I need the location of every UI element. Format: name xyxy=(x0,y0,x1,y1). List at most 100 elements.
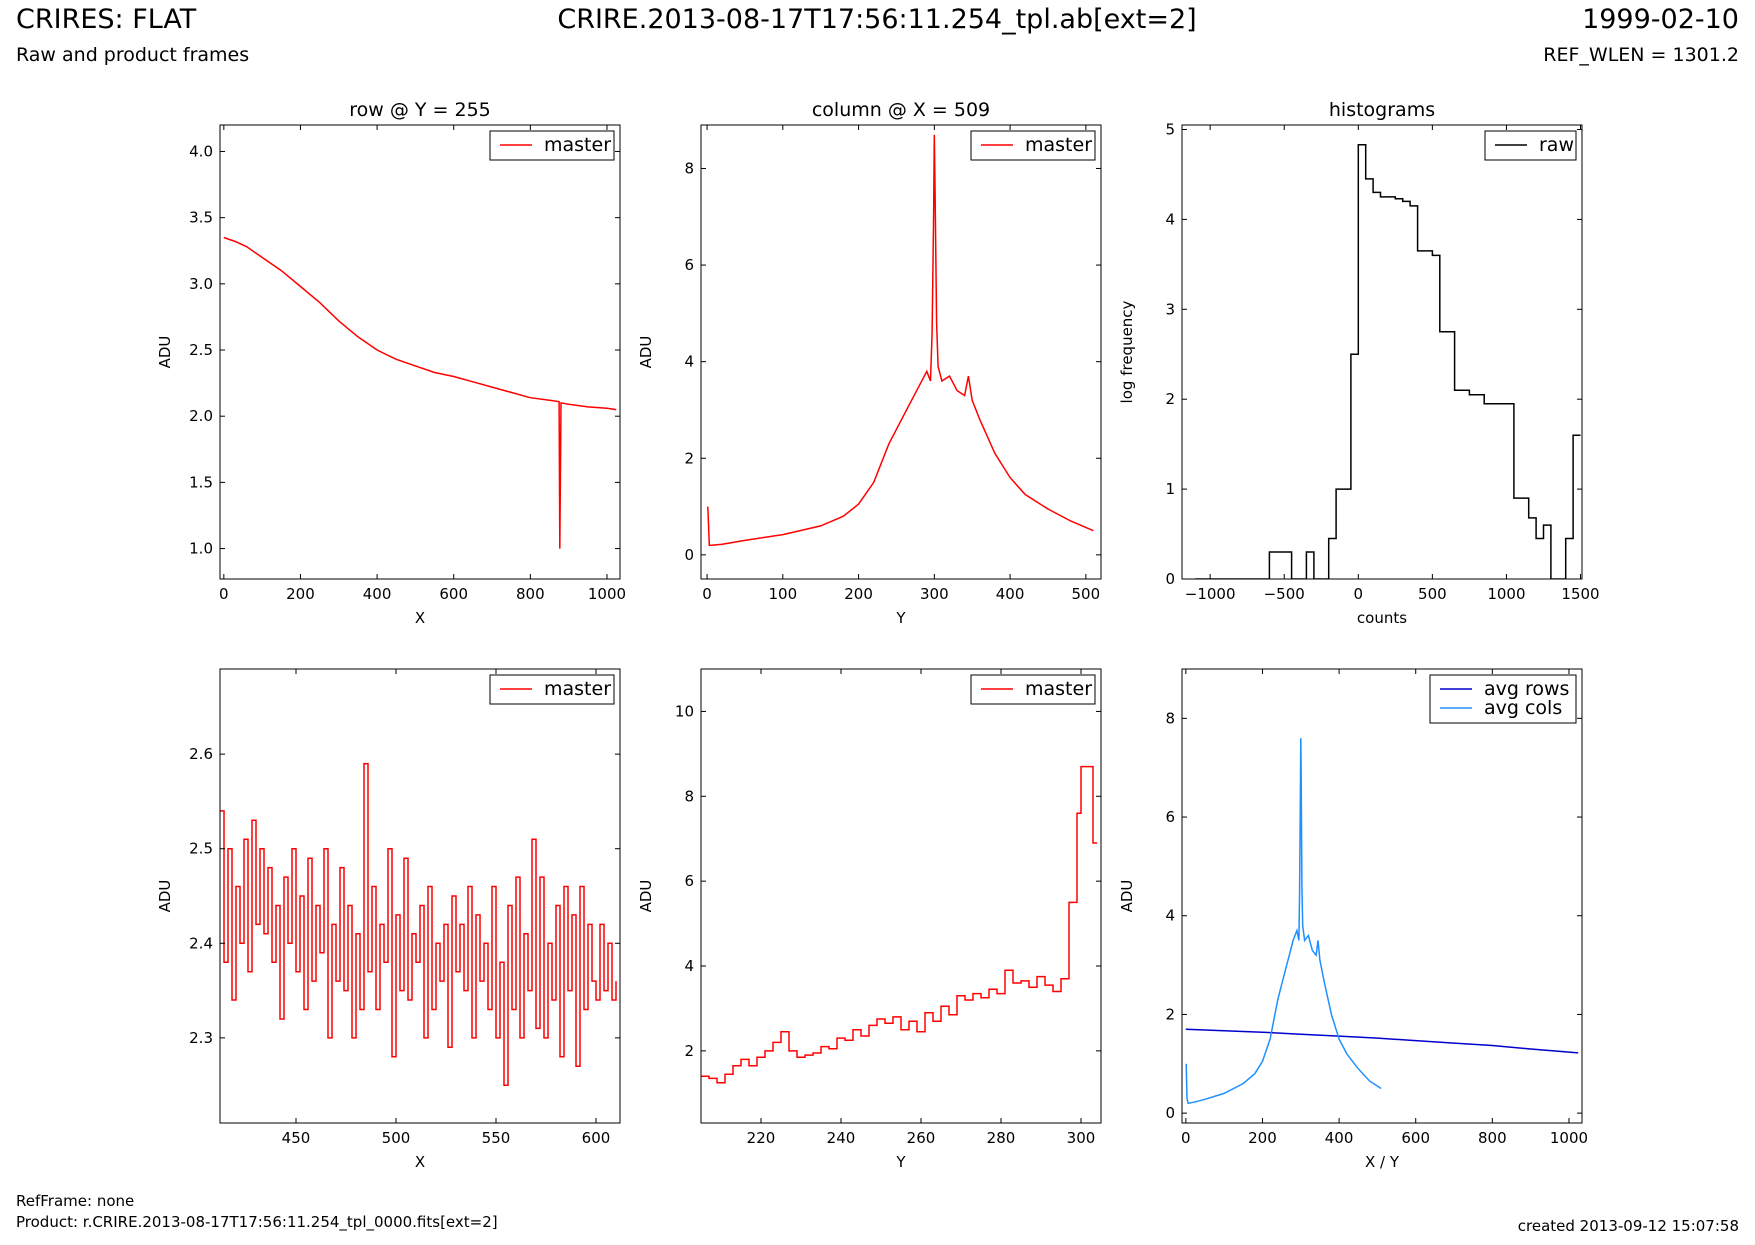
x-tick-label: 800 xyxy=(516,585,545,603)
row-zoom-plot: 450 500 550 600 2.3 2.4 2.5 2.6 X ADU master xyxy=(156,668,621,1171)
y-tick-label: 3.5 xyxy=(189,209,213,227)
y-tick-label: 2.5 xyxy=(189,341,213,359)
y-tick-label: 4.0 xyxy=(189,142,213,160)
x-tick-label: 600 xyxy=(582,1129,611,1147)
x-tick-label: −500 xyxy=(1264,585,1305,603)
y-tick-label: 2 xyxy=(1165,390,1175,408)
legend-label: master xyxy=(1025,134,1092,156)
legend-label: avg cols xyxy=(1484,697,1562,719)
y-tick-label: 8 xyxy=(684,159,694,177)
legend-label: raw xyxy=(1539,134,1574,156)
plot-frame xyxy=(700,668,1102,1124)
x-tick-label: 450 xyxy=(282,1129,311,1147)
y-tick-label: 2 xyxy=(1165,1005,1175,1023)
legend: master xyxy=(489,674,615,705)
x-tick-label: 220 xyxy=(747,1129,776,1147)
x-tick-label: 550 xyxy=(482,1129,511,1147)
histogram-plot: −1000 −500 0 500 1000 1500 0 1 2 3 4 5 histograms cou… xyxy=(1118,99,1600,627)
plot-title: histograms xyxy=(1329,99,1435,121)
legend-label: master xyxy=(544,134,611,156)
x-axis-label: Y xyxy=(895,609,906,627)
legend-label: master xyxy=(1025,678,1092,700)
y-tick-label: 0 xyxy=(684,546,694,564)
y-tick-label: 2.6 xyxy=(189,745,213,763)
x-tick-label: 280 xyxy=(987,1129,1016,1147)
series-line-master xyxy=(223,236,617,549)
column-zoom-plot: 220 240 260 280 300 2 4 6 8 10 Y ADU master xyxy=(637,668,1102,1171)
x-axis-label: X / Y xyxy=(1365,1153,1400,1171)
x-tick-label: 1500 xyxy=(1561,585,1599,603)
x-tick-label: 0 xyxy=(1354,585,1364,603)
y-tick-label: 4 xyxy=(684,957,694,975)
y-tick-label: 0 xyxy=(1165,570,1175,588)
x-tick-label: 500 xyxy=(1418,585,1447,603)
refframe-label: RefFrame: none xyxy=(16,1192,135,1210)
plot-frame xyxy=(219,668,621,1124)
legend: master xyxy=(970,130,1096,161)
plot-frame xyxy=(700,124,1102,580)
series-line-avg-cols xyxy=(1185,738,1382,1105)
x-tick-label: 800 xyxy=(1478,1129,1507,1147)
x-tick-label: 300 xyxy=(920,585,949,603)
legend-label: master xyxy=(544,678,611,700)
x-tick-label: 0 xyxy=(1181,1129,1191,1147)
y-tick-label: 8 xyxy=(684,787,694,805)
x-tick-label: 500 xyxy=(382,1129,411,1147)
y-tick-label: 2.0 xyxy=(189,407,213,425)
x-tick-label: 1000 xyxy=(1487,585,1525,603)
y-tick-label: 2 xyxy=(684,1042,694,1060)
x-tick-label: 260 xyxy=(907,1129,936,1147)
y-tick-label: 2.5 xyxy=(189,840,213,858)
y-tick-label: 3.0 xyxy=(189,275,213,293)
x-tick-label: 0 xyxy=(702,585,712,603)
y-tick-label: 4 xyxy=(684,353,694,371)
product-label: Product: r.CRIRE.2013-08-17T17:56:11.254… xyxy=(16,1213,498,1231)
y-tick-label: 1 xyxy=(1165,480,1175,498)
x-axis-label: X xyxy=(415,609,425,627)
y-axis-label: ADU xyxy=(637,336,655,369)
series-line-avg-rows xyxy=(1185,1028,1579,1054)
average-plot: 0 200 400 600 800 1000 0 2 4 6 8 X / Y ADU avg rowsav… xyxy=(1118,668,1588,1171)
x-tick-label: −1000 xyxy=(1185,585,1236,603)
y-axis-label: log frequency xyxy=(1118,300,1136,403)
x-tick-label: 400 xyxy=(1325,1129,1354,1147)
plot-frame xyxy=(1181,124,1583,580)
x-tick-label: 1000 xyxy=(1550,1129,1588,1147)
x-tick-label: 0 xyxy=(219,585,229,603)
y-tick-label: 2.3 xyxy=(189,1029,213,1047)
x-tick-label: 300 xyxy=(1067,1129,1096,1147)
x-axis-label: counts xyxy=(1357,609,1407,627)
y-tick-label: 0 xyxy=(1165,1104,1175,1122)
x-tick-label: 400 xyxy=(996,585,1025,603)
y-tick-label: 6 xyxy=(1165,808,1175,826)
y-tick-label: 6 xyxy=(684,256,694,274)
plot-frame xyxy=(219,124,621,580)
plot-title: row @ Y = 255 xyxy=(349,99,491,121)
report-subtitle: Raw and product frames xyxy=(16,44,250,66)
x-tick-label: 240 xyxy=(827,1129,856,1147)
file-title: CRIRE.2013-08-17T17:56:11.254_tpl.ab[ext… xyxy=(557,4,1197,35)
y-axis-label: ADU xyxy=(637,880,655,913)
series-line-master xyxy=(701,765,1097,1084)
x-tick-label: 500 xyxy=(1072,585,1101,603)
x-axis-label: Y xyxy=(895,1153,906,1171)
series-line-raw xyxy=(1195,144,1581,579)
y-tick-label: 4 xyxy=(1165,210,1175,228)
y-tick-label: 2.4 xyxy=(189,934,213,952)
y-tick-label: 2 xyxy=(684,449,694,467)
plot-frame xyxy=(1181,668,1583,1124)
y-axis-label: ADU xyxy=(156,880,174,913)
x-tick-label: 1000 xyxy=(588,585,626,603)
series-line-master xyxy=(220,762,617,1086)
x-tick-label: 200 xyxy=(286,585,315,603)
y-axis-label: ADU xyxy=(156,336,174,369)
legend-box xyxy=(970,130,1096,161)
x-tick-label: 100 xyxy=(768,585,797,603)
x-axis-label: X xyxy=(415,1153,425,1171)
y-tick-label: 10 xyxy=(675,702,694,720)
series-line-master xyxy=(707,134,1094,546)
legend: master xyxy=(970,674,1096,705)
y-axis-label: ADU xyxy=(1118,880,1136,913)
